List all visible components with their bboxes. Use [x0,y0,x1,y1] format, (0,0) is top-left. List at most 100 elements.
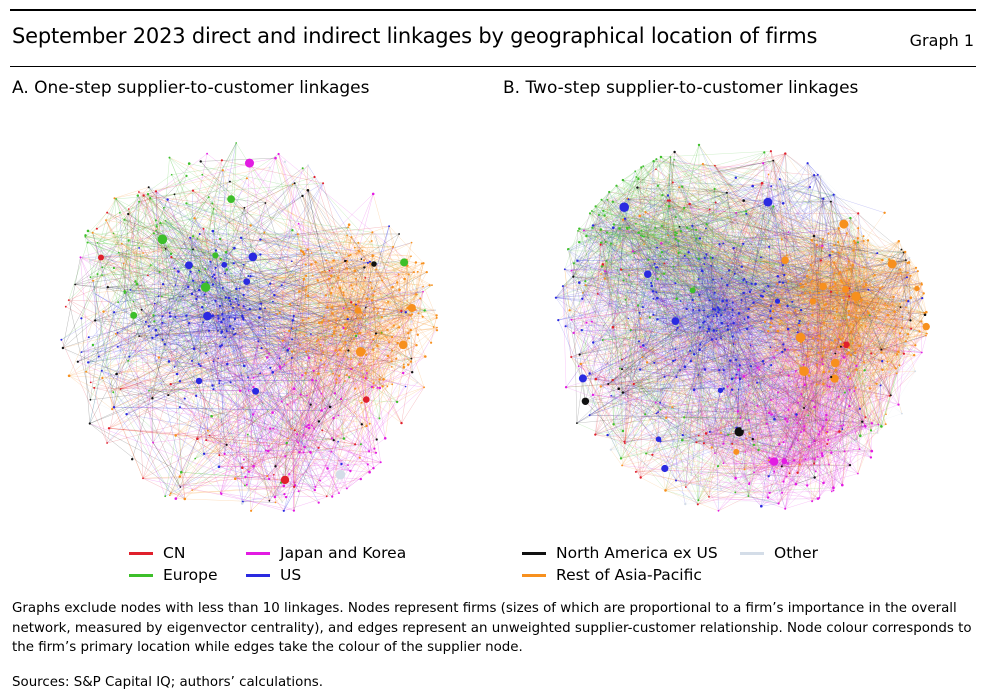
network-edge [258,274,409,342]
network-edge [138,247,204,323]
network-edge [352,368,361,458]
network-edge [343,285,352,293]
network-node [113,311,116,314]
network-edge [305,250,359,374]
network-edge [781,239,839,253]
network-edge [363,290,375,295]
network-edge [176,208,214,375]
network-node [266,475,269,478]
network-edge [170,380,220,385]
network-edge [573,219,624,277]
network-node [199,160,202,163]
network-edge [248,308,266,391]
network-node [170,173,173,176]
network-edge [170,384,246,486]
network-node [271,411,274,414]
network-edge [138,201,276,498]
network-node [356,304,359,307]
network-edge [654,362,720,371]
network-edge [319,322,404,346]
network-node [155,334,158,337]
network-node [415,344,418,347]
network-edge [743,375,789,377]
network-edge [340,398,370,424]
network-edge [186,254,216,316]
network-node [189,236,192,239]
network-edge [224,207,245,274]
network-edge [213,208,216,255]
network-edge [340,294,417,400]
network-node [353,269,357,272]
network-node [365,353,368,356]
network-edge [272,372,341,448]
network-edge [313,370,367,379]
network-edge [661,251,911,277]
network-edge [345,342,368,374]
network-edge [702,271,841,323]
network-edge [192,236,224,289]
network-edge [204,453,270,480]
network-edge [93,274,98,293]
network-edge [267,320,329,358]
network-node [274,501,277,504]
network-edge [148,379,313,392]
network-edge [343,251,360,309]
network-edge [347,461,381,466]
network-edge [155,236,194,336]
network-edge [198,289,216,301]
network-node [213,195,216,198]
network-node [95,227,98,230]
network-edge [601,266,648,363]
network-edge [379,345,417,389]
network-edge [291,357,340,367]
network-edge [154,296,159,322]
network-node [217,330,219,332]
network-edge [318,421,341,448]
network-edge [340,333,356,448]
network-edge [323,451,332,458]
network-edge [235,473,290,479]
network-node [376,387,379,389]
panel-b-title: B. Two-step supplier-to-customer linkage… [503,78,859,98]
network-edge [212,231,227,332]
network-edge [249,162,392,368]
network-edge [313,349,340,371]
network-edge [197,160,223,297]
network-edge [351,342,390,370]
network-node [330,267,334,270]
network-edge [302,335,333,376]
network-edge [623,207,686,505]
network-edge [206,284,433,460]
network-edge [219,380,256,392]
network-edge [735,377,775,472]
network-node [365,369,368,372]
network-node [96,273,99,276]
network-edge [359,307,408,365]
network-edge [287,306,328,351]
network-edge [164,308,250,345]
network-node [191,359,193,362]
network-node [370,287,373,290]
network-edge [313,358,412,429]
network-edge [265,332,361,451]
network-node [320,409,323,412]
network-edge [292,445,348,489]
network-node [191,489,193,491]
network-node [314,261,317,264]
network-edge [606,188,715,262]
network-edge [839,325,851,333]
network-edge [310,270,330,453]
network-node [218,304,221,307]
network-edge [85,236,283,503]
network-edge [191,293,244,321]
network-edge [68,165,309,376]
network-edge [97,242,231,305]
network-edge [624,330,631,444]
network-edge [264,232,300,292]
network-node [363,293,365,296]
network-edge [139,267,333,337]
network-edge [153,303,156,316]
network-edge [327,259,365,308]
network-edge [165,220,398,344]
network-node [359,317,362,320]
